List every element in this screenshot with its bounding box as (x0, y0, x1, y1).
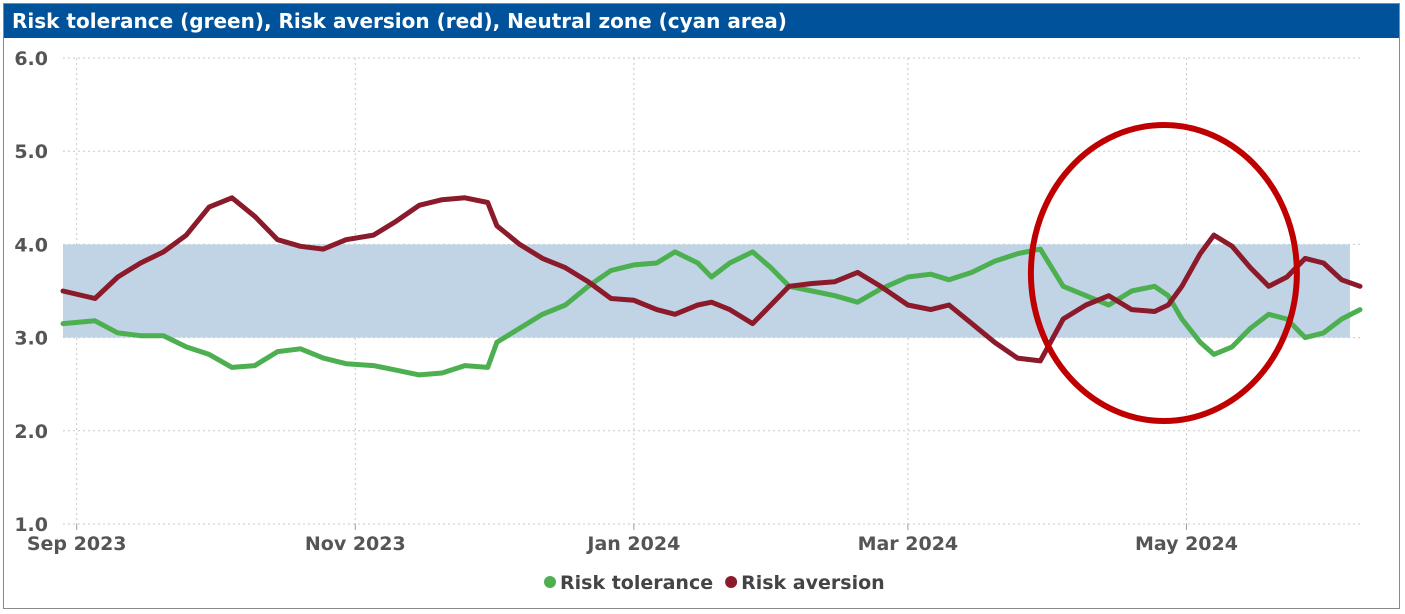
legend-label[interactable]: Risk aversion (741, 572, 885, 594)
legend-marker (544, 576, 556, 588)
series-group (60, 195, 1363, 378)
x-tick-label: May 2024 (1135, 533, 1238, 555)
x-tick-label: Nov 2023 (305, 533, 406, 555)
y-axis: 1.0 2.0 3.0 4.0 5.0 6.0 (14, 48, 48, 536)
y-tick-label: 1.0 (14, 514, 48, 536)
legend-marker (725, 576, 738, 588)
x-axis: Sep 2023 Nov 2023 Jan 2024 Mar 2024 May 2024 (27, 524, 1238, 555)
y-tick-label: 2.0 (14, 421, 48, 443)
legend-label[interactable]: Risk tolerance (560, 572, 713, 594)
x-tick-label: Mar 2024 (858, 533, 959, 555)
y-tick-label: 4.0 (14, 234, 48, 256)
series-line-risk-tolerance (60, 246, 1363, 378)
legend[interactable]: Risk tolerance Risk aversion (544, 572, 885, 594)
x-tick-label: Sep 2023 (27, 533, 127, 555)
chart-title: Risk tolerance (green), Risk aversion (r… (4, 4, 1399, 38)
annotation-circle (1027, 122, 1300, 424)
y-tick-label: 5.0 (14, 141, 48, 163)
y-tick-label: 6.0 (14, 48, 48, 70)
series-line-risk-aversion (60, 195, 1363, 364)
y-tick-label: 3.0 (14, 328, 48, 350)
x-tick-label: Jan 2024 (585, 533, 680, 555)
